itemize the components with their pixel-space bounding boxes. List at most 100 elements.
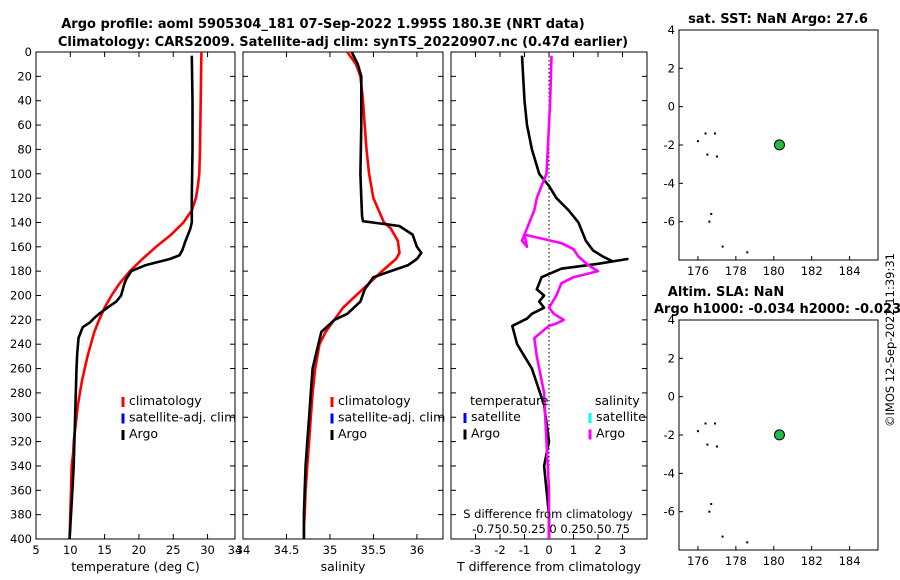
sst_map-profile-dot — [716, 156, 718, 158]
sst_map-profile-dot — [705, 133, 707, 135]
sla_map-profile-dot — [708, 511, 710, 513]
sst-map-panel: 176 178 180 182 184 4 2 0 -2 -4 -6 sat. SST: NaN Ar… — [664, 12, 878, 278]
sst_map-profile-dot — [710, 213, 712, 215]
sst_map-profile-dot — [746, 251, 748, 253]
figure-canvas: Argo profile: aoml 5905304_181 07-Sep-20… — [0, 0, 900, 580]
sla_map-ytick-label: 0 — [668, 390, 675, 404]
temperature-ytick-label: 340 — [10, 459, 32, 473]
sst-map-title: sat. SST: NaN Argo: 27.6 — [688, 12, 868, 27]
sla-map-subtitle: Argo h1000: -0.034 h2000: -0.023 — [654, 302, 900, 317]
difference-profile-panel: -3 -2 -1 0 1 2 3 T difference from climatology t… — [451, 52, 647, 574]
sla_map-ytick-label: -6 — [664, 505, 675, 519]
salinity-profile-panel: 34 34.5 35 35.5 36 salinity climatology satelli… — [236, 52, 446, 574]
difference-temp-legend-label: Argo — [471, 426, 500, 441]
temperature-ytick-label: 100 — [10, 167, 32, 181]
temperature-legend-label: satellite-adj. clim — [129, 410, 236, 425]
copyright-stamp: ©IMOS 12-Sep-2022 11:39:31 — [883, 253, 897, 427]
sst_map-profile-dot — [697, 140, 699, 142]
temperature-xtick-label: 20 — [132, 543, 147, 557]
difference-temp-legend-label: satellite — [471, 409, 521, 424]
sst_map-xtick-label: 180 — [763, 264, 785, 278]
sla-map-panel: 176 178 180 182 184 4 2 0 -2 -4 -6 Altim. SLA: NaN A… — [654, 285, 900, 568]
temperature-profile-panel: 5 10 15 20 25 30 34020406080100120140160180200… — [10, 45, 242, 574]
figure-title-line2: Climatology: CARS2009. Satellite-adj cli… — [58, 35, 628, 50]
sla_map-profile-dot — [714, 423, 716, 425]
temperature-ytick-label: 380 — [10, 508, 32, 522]
sla_map-profile-dot — [746, 541, 748, 543]
temperature-axes-frame — [36, 52, 235, 539]
temperature-xtick-label: 30 — [200, 543, 215, 557]
difference-xtick-label: -3 — [470, 543, 481, 557]
sla_map-argo-marker — [774, 430, 784, 440]
sst_map-ytick-label: -4 — [664, 176, 675, 190]
sst_map-profile-dot — [722, 246, 724, 248]
salinity-legend-label: climatology — [338, 393, 411, 408]
salinity-legend-label: Argo — [338, 426, 367, 441]
sla_map-xtick-label: 184 — [839, 554, 861, 568]
sst_map-ytick-label: 4 — [668, 23, 675, 37]
temperature-ytick-label: 140 — [10, 215, 32, 229]
temperature-ytick-label: 80 — [17, 142, 32, 156]
temperature-legend-label: climatology — [129, 393, 202, 408]
difference-xtick-label: -1 — [519, 543, 530, 557]
sst_map-xtick-label: 176 — [687, 264, 709, 278]
sst_map-ytick-label: 2 — [668, 61, 675, 75]
temperature-ytick-label: 320 — [10, 435, 32, 449]
sla_map-ytick-label: -2 — [664, 428, 675, 442]
sla_map-profile-dot — [706, 444, 708, 446]
sla_map-xtick-label: 178 — [725, 554, 747, 568]
difference-legend-group-salinity: salinity — [595, 393, 640, 408]
temperature-ytick-label: 180 — [10, 264, 32, 278]
difference-sal-legend-label: Argo — [596, 426, 625, 441]
salinity-xtick-label: 35 — [323, 543, 338, 557]
difference-legend-group-temperature: temperature — [470, 393, 549, 408]
temperature-ytick-label: 300 — [10, 410, 32, 424]
sla_map-ytick-label: 2 — [668, 351, 675, 365]
temperature-ytick-label: 280 — [10, 386, 32, 400]
sla_map-profile-dot — [705, 423, 707, 425]
salinity-legend-label: satellite-adj. clim — [338, 410, 445, 425]
temperature-ytick-label: 360 — [10, 483, 32, 497]
temperature-ytick-label: 400 — [10, 532, 32, 546]
salinity-axes-frame — [243, 52, 443, 539]
sla_map-xtick-label: 180 — [763, 554, 785, 568]
salinity-xlabel: salinity — [321, 559, 366, 574]
difference-xtick-label: 1 — [570, 543, 577, 557]
difference-sal-legend-label: satellite — [596, 409, 646, 424]
sst_map-xtick-label: 184 — [839, 264, 861, 278]
temperature-ytick-label: 60 — [17, 118, 32, 132]
temperature-ytick-label: 20 — [17, 69, 32, 83]
temperature-xtick-label: 5 — [32, 543, 39, 557]
temperature-xlabel: temperature (deg C) — [71, 559, 200, 574]
sst_map-profile-dot — [708, 221, 710, 223]
temperature-ytick-label: 220 — [10, 313, 32, 327]
difference-xlabel: T difference from climatology — [456, 559, 642, 574]
figure-title-line1: Argo profile: aoml 5905304_181 07-Sep-20… — [61, 17, 585, 32]
temperature-ytick-label: 0 — [25, 45, 32, 59]
sst_map-profile-dot — [714, 133, 716, 135]
sla_map-xtick-label: 176 — [687, 554, 709, 568]
salinity-xtick-label: 34 — [236, 543, 251, 557]
temperature-ytick-label: 160 — [10, 240, 32, 254]
salinity-xtick-label: 35.5 — [361, 543, 387, 557]
sla_map-profile-dot — [722, 536, 724, 538]
temperature-xtick-label: 10 — [63, 543, 78, 557]
temperature-ytick-label: 260 — [10, 362, 32, 376]
sla_map-profile-dot — [710, 503, 712, 505]
difference-top-label: S difference from climatology — [463, 507, 633, 521]
temperature-ytick-label: 240 — [10, 337, 32, 351]
temperature-ytick-label: 120 — [10, 191, 32, 205]
temperature-ytick-label: 200 — [10, 289, 32, 303]
temperature-legend-label: Argo — [129, 426, 158, 441]
difference-top-ticks: -0.750.50.25 0 0.250.50.75 — [472, 522, 630, 536]
sla_map-ytick-label: -4 — [664, 466, 675, 480]
salinity-xtick-label: 34.5 — [274, 543, 300, 557]
temperature-ytick-label: 40 — [17, 94, 32, 108]
sst_map-ytick-label: -2 — [664, 138, 675, 152]
difference-xtick-label: -2 — [494, 543, 505, 557]
sla-map-title: Altim. SLA: NaN — [668, 285, 784, 300]
temperature-xtick-label: 15 — [97, 543, 112, 557]
salinity-xtick-label: 36 — [410, 543, 425, 557]
sla_map-xtick-label: 182 — [801, 554, 823, 568]
sla_map-profile-dot — [697, 430, 699, 432]
